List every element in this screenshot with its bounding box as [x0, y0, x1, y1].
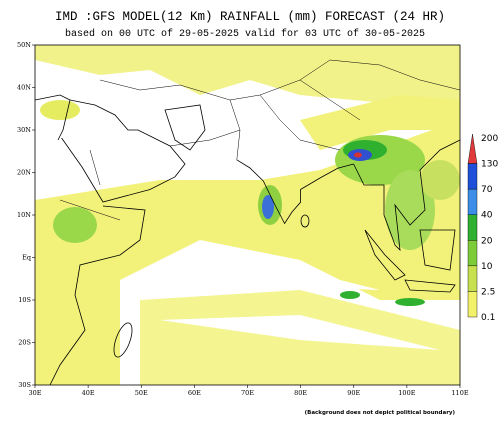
- lat-label: 20S: [18, 339, 31, 347]
- lat-label: 30N: [17, 126, 31, 134]
- lat-label: 10S: [18, 296, 31, 304]
- lat-label: Eq: [22, 254, 31, 262]
- colorbar-label: 130: [481, 160, 498, 170]
- lon-label: 100E: [398, 389, 415, 397]
- colorbar-segment: [467, 265, 478, 292]
- colorbar-segment: [467, 240, 478, 267]
- colorbar-segment: [467, 291, 478, 318]
- lon-label: 70E: [241, 389, 254, 397]
- colorbar-label: 200: [481, 134, 498, 144]
- lat-label: 30S: [18, 381, 31, 389]
- lon-label: 90E: [347, 389, 360, 397]
- colorbar: 200 130 70 40 20 10 2.5 0.1: [467, 133, 498, 323]
- lat-label: 10N: [17, 211, 31, 219]
- lon-label: 110E: [451, 389, 468, 397]
- lon-label: 60E: [188, 389, 201, 397]
- lon-label: 50E: [135, 389, 148, 397]
- lon-label: 30E: [28, 389, 41, 397]
- colorbar-label: 70: [481, 185, 493, 195]
- colorbar-cap: [467, 133, 478, 164]
- lat-label: 50N: [17, 41, 31, 49]
- colorbar-label: 0.1: [481, 313, 495, 323]
- colorbar-segment: [467, 214, 478, 241]
- lat-label: 20N: [17, 169, 31, 177]
- colorbar-segment: [467, 188, 478, 215]
- colorbar-label: 20: [481, 236, 493, 246]
- lon-label: 80E: [294, 389, 307, 397]
- lon-label: 40E: [82, 389, 95, 397]
- lat-label: 40N: [17, 84, 31, 92]
- coastlines: [34, 94, 461, 386]
- colorbar-label: 40: [481, 211, 493, 221]
- colorbar-label: 10: [481, 262, 493, 272]
- footnote: (Background does not depict political bo…: [305, 410, 456, 416]
- colorbar-segment: [467, 163, 478, 190]
- colorbar-label: 2.5: [481, 287, 495, 297]
- title: IMD :GFS MODEL(12 Km) RAINFALL (mm) FORE…: [55, 10, 445, 24]
- borders: [59, 59, 461, 221]
- subtitle: based on 00 UTC of 29-05-2025 valid for …: [65, 28, 425, 40]
